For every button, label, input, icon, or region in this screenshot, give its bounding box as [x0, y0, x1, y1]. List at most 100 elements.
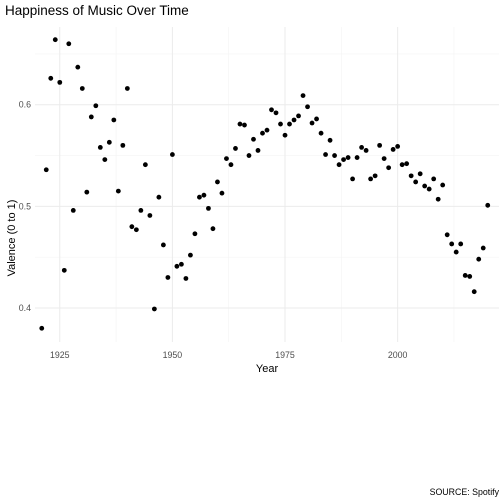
data-point: [79, 86, 85, 91]
data-point: [363, 148, 369, 153]
data-point: [386, 165, 392, 171]
data-point: [147, 213, 153, 218]
data-point: [318, 130, 324, 136]
data-point: [408, 173, 414, 179]
data-point: [52, 37, 58, 43]
data-point: [440, 182, 446, 188]
data-point: [368, 176, 374, 182]
x-axis-ticks: 1925 1950 1975 2000: [50, 350, 408, 360]
data-point: [467, 274, 473, 279]
data-point: [138, 208, 144, 213]
data-point: [70, 208, 76, 213]
data-point: [111, 117, 117, 123]
y-axis-title: Valence (0 to 1): [6, 200, 18, 277]
data-point: [215, 179, 220, 185]
data-point: [381, 156, 387, 161]
data-point: [255, 148, 261, 153]
data-point: [485, 202, 491, 208]
data-point: [242, 122, 247, 128]
data-point: [278, 121, 283, 127]
data-point: [179, 261, 184, 267]
data-point: [282, 132, 288, 138]
data-point: [377, 142, 383, 148]
data-point: [57, 79, 63, 85]
data-point: [43, 167, 49, 173]
data-point: [426, 186, 432, 192]
data-point: [228, 162, 234, 168]
data-point: [332, 153, 337, 158]
data-point: [224, 156, 229, 161]
data-point: [458, 241, 464, 247]
data-point: [395, 144, 401, 149]
data-point: [345, 155, 351, 160]
chart-title: Happiness of Music Over Time: [5, 3, 189, 18]
data-point: [453, 249, 459, 255]
data-point: [399, 162, 405, 168]
data-point: [449, 241, 455, 247]
data-point: [102, 157, 108, 163]
x-tick-label: 1950: [163, 350, 183, 360]
data-point: [291, 117, 297, 123]
data-point: [188, 252, 193, 258]
data-point: [264, 127, 270, 133]
x-tick-label: 1975: [275, 350, 295, 360]
data-point: [413, 179, 419, 185]
data-point: [404, 161, 410, 167]
data-point: [129, 224, 135, 230]
data-point: [61, 267, 67, 273]
data-point: [462, 273, 468, 278]
data-point: [471, 289, 477, 295]
data-point: [359, 145, 364, 150]
data-point: [160, 242, 166, 248]
data-point: [75, 64, 81, 70]
data-point: [327, 137, 333, 143]
data-point: [133, 227, 139, 233]
minor-grid: [35, 27, 499, 342]
data-point: [93, 103, 99, 109]
data-point: [206, 205, 211, 211]
data-point: [66, 41, 72, 47]
data-point: [305, 104, 310, 110]
data-point: [124, 86, 130, 91]
data-point: [120, 142, 126, 148]
data-point: [350, 176, 355, 182]
data-point: [314, 116, 319, 122]
y-axis-ticks: 0.4 0.5 0.6: [19, 100, 31, 313]
data-point: [237, 121, 243, 127]
data-point: [174, 263, 180, 269]
data-point: [201, 192, 207, 198]
data-point: [251, 136, 256, 142]
data-point: [142, 162, 148, 168]
data-point: [300, 93, 306, 98]
data-point: [210, 226, 216, 232]
data-point: [341, 157, 346, 163]
data-point: [422, 183, 428, 189]
x-axis-title: Year: [256, 363, 279, 375]
data-point: [323, 152, 328, 157]
data-point: [48, 75, 54, 81]
data-point: [309, 120, 315, 126]
data-point: [197, 194, 202, 200]
data-point: [336, 162, 342, 168]
data-point: [444, 232, 450, 238]
data-point: [246, 153, 252, 158]
data-point: [480, 245, 486, 251]
data-point: [435, 196, 441, 202]
data-point: [170, 152, 175, 157]
data-point: [431, 176, 437, 182]
x-tick-label: 1925: [50, 350, 70, 360]
data-point: [165, 275, 171, 280]
data-point: [192, 231, 198, 237]
data-point: [287, 121, 292, 127]
y-tick-label: 0.5: [19, 201, 31, 211]
data-point: [260, 130, 265, 136]
data-point: [115, 188, 121, 194]
data-point: [354, 155, 360, 160]
data-points: [39, 37, 491, 331]
data-point: [390, 147, 396, 152]
data-point: [233, 146, 238, 151]
chart-caption: SOURCE: Spotify: [430, 487, 500, 497]
data-point: [183, 276, 189, 281]
